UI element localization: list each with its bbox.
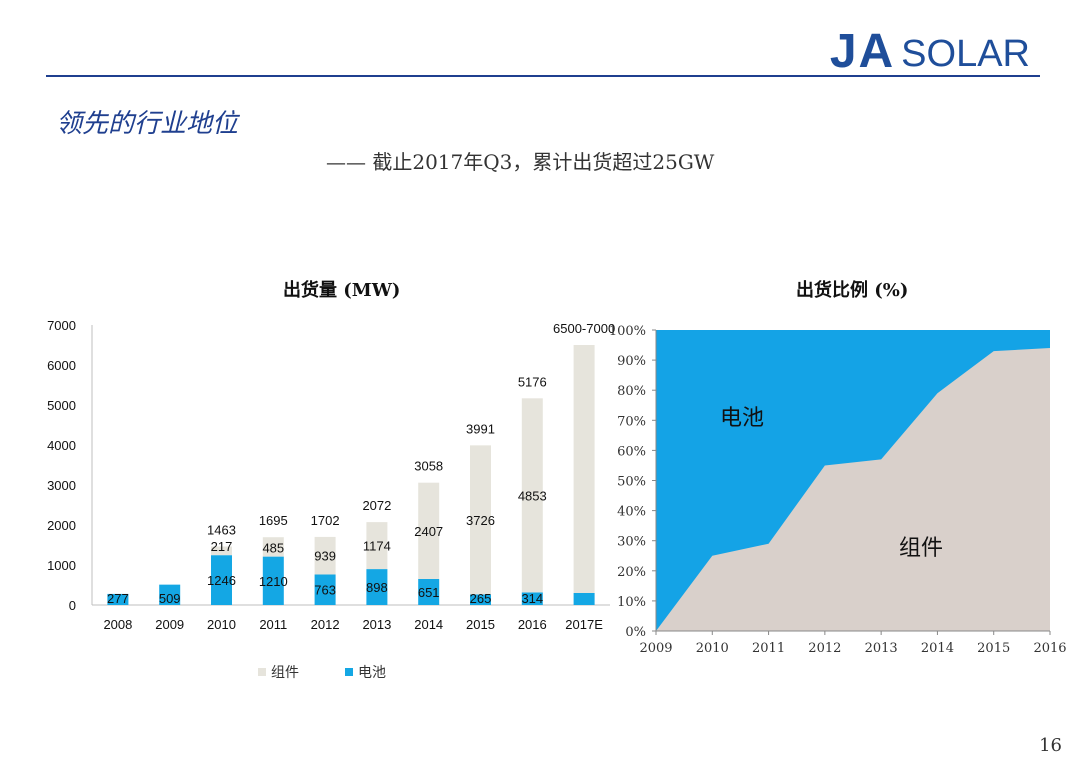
data-label-cell: 898 [366, 580, 388, 595]
y-tick-label: 5000 [47, 398, 76, 413]
bar-cell [418, 578, 440, 605]
logo-ja: JA [829, 25, 896, 78]
bar-chart-title: 出货量 (MW) [283, 280, 401, 301]
bar-cell [159, 584, 181, 605]
bar-cell [470, 594, 491, 605]
bar-module [314, 536, 336, 575]
y-tick-label: 30% [617, 535, 646, 550]
data-label-cell: 314 [521, 591, 543, 606]
data-label-total: 6500-7000 [553, 321, 615, 336]
data-label-total: 1702 [311, 513, 340, 528]
data-label-module: 1174 [363, 539, 391, 554]
bar-cell [107, 593, 129, 605]
y-tick-label: 40% [617, 505, 646, 520]
x-tick-label: 2010 [207, 617, 236, 632]
x-tick-label: 2012 [311, 617, 340, 632]
bar-module [366, 522, 388, 570]
y-tick-label: 0% [625, 625, 646, 640]
bar-module [573, 345, 595, 593]
data-label-cell: 277 [107, 591, 129, 606]
data-label-total: 5176 [518, 374, 547, 389]
legend-label-module: 组件 [271, 665, 299, 681]
x-tick-label: 2011 [752, 641, 785, 656]
x-tick-label: 2009 [155, 617, 184, 632]
data-label-total: 1463 [207, 522, 236, 537]
data-label-cell: 1210 [259, 574, 288, 589]
y-tick-label: 4000 [47, 438, 76, 453]
x-tick-label: 2010 [696, 641, 729, 656]
ja-solar-logo: JA SOLAR [829, 25, 1030, 78]
data-label-cell: 509 [159, 591, 181, 606]
legend-swatch-module [258, 668, 266, 676]
y-tick-label: 1000 [47, 558, 76, 573]
x-tick-label: 2008 [103, 617, 132, 632]
slide-title: 领先的行业地位 [56, 109, 239, 139]
data-label-total: 2072 [362, 498, 391, 513]
data-label-cell: 1246 [207, 573, 236, 588]
logo-solar: SOLAR [901, 33, 1030, 75]
data-label-module: 939 [314, 549, 336, 564]
area-label-module: 组件 [899, 536, 943, 561]
y-tick-label: 3000 [47, 478, 76, 493]
data-label-module: 2407 [414, 524, 443, 539]
data-label-total: 3991 [466, 421, 495, 436]
x-tick-label: 2013 [362, 617, 391, 632]
y-tick-label: 10% [617, 595, 646, 610]
bar-cell [366, 569, 388, 605]
y-tick-label: 80% [617, 384, 646, 399]
y-tick-label: 0 [69, 598, 76, 613]
x-tick-label: 2011 [259, 617, 287, 632]
data-label-total: 1695 [259, 513, 288, 528]
y-tick-label: 20% [617, 565, 646, 580]
bar-cell [521, 592, 543, 605]
y-tick-label: 6000 [47, 358, 76, 373]
x-tick-label: 2017E [565, 617, 603, 632]
data-label-total: 3058 [414, 459, 443, 474]
legend-label-cell: 电池 [358, 665, 386, 681]
data-label-module: 485 [262, 541, 284, 556]
bar-cell [314, 574, 336, 605]
x-tick-label: 2014 [414, 617, 443, 632]
data-label-cell: 265 [470, 591, 492, 606]
slide-subtitle: —— 截止2017年Q3，累计出货超过25GW [326, 150, 715, 174]
bar-module [211, 546, 232, 556]
y-tick-label: 90% [617, 354, 646, 369]
bar-cell [211, 555, 232, 605]
x-tick-label: 2014 [921, 641, 954, 656]
x-tick-label: 2009 [639, 641, 672, 656]
bar-module [418, 482, 440, 579]
x-tick-label: 2012 [808, 641, 841, 656]
data-label-module: 4853 [518, 488, 547, 503]
x-tick-label: 2016 [1033, 641, 1066, 656]
y-tick-label: 7000 [47, 318, 76, 333]
y-tick-label: 60% [617, 444, 646, 459]
area-module [656, 348, 1050, 631]
legend-swatch-cell [345, 668, 353, 676]
bar-cell [262, 556, 284, 605]
y-tick-label: 100% [609, 324, 646, 339]
bar-module [262, 537, 284, 557]
x-tick-label: 2015 [977, 641, 1010, 656]
area-chart-title: 出货比例 (%) [796, 280, 909, 301]
x-tick-label: 2015 [466, 617, 495, 632]
data-label-cell: 763 [314, 583, 336, 598]
header-divider [46, 75, 1040, 77]
page-number: 16 [1039, 735, 1062, 756]
y-tick-label: 2000 [47, 518, 76, 533]
y-tick-label: 70% [617, 414, 646, 429]
data-label-module: 3726 [466, 513, 495, 528]
area-label-cell: 电池 [720, 406, 764, 431]
x-tick-label: 2013 [865, 641, 898, 656]
data-label-module: 217 [211, 539, 233, 554]
bar-module [521, 398, 543, 593]
y-tick-label: 50% [617, 475, 646, 490]
bar-module [470, 445, 491, 595]
data-label-cell: 651 [418, 585, 440, 600]
x-tick-label: 2016 [518, 617, 547, 632]
bar-cell [573, 593, 595, 605]
